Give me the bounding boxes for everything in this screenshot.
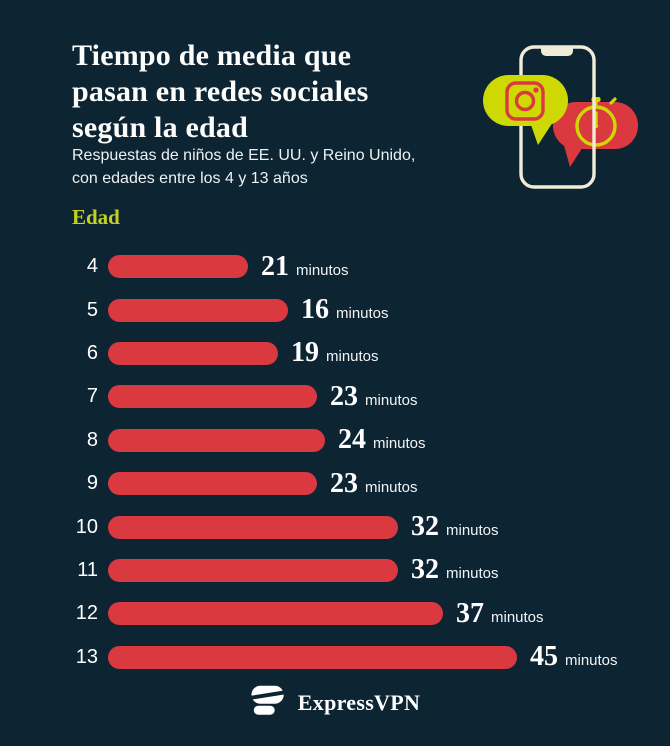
age-label: 6 — [86, 341, 98, 364]
bar — [108, 428, 325, 452]
axis-label-edad: Edad — [72, 205, 120, 229]
value-unit: minutos — [373, 435, 426, 453]
subtitle: Respuestas de niños de EE. UU. y Reino U… — [72, 144, 415, 190]
value-group: 16 minutos — [301, 294, 389, 326]
value-number: 37 — [456, 597, 484, 629]
value-group: 24 minutos — [338, 424, 426, 456]
bar — [108, 472, 317, 496]
title-line-3: según la edad — [72, 111, 248, 144]
footer: ExpressVPN — [0, 682, 670, 723]
value-number: 45 — [530, 641, 558, 673]
bar-row: 6 19 minutos — [0, 332, 670, 375]
value-group: 19 minutos — [291, 337, 379, 369]
bar — [108, 341, 278, 365]
age-label: 4 — [86, 255, 98, 278]
value-number: 23 — [330, 467, 358, 499]
value-unit: minutos — [446, 522, 499, 540]
bar-row: 12 37 minutos — [0, 592, 670, 635]
bar — [108, 602, 443, 626]
title-line-2: pasan en redes sociales — [72, 75, 369, 108]
bar-row: 8 24 minutos — [0, 419, 670, 462]
bar — [108, 558, 398, 582]
value-number: 32 — [411, 554, 439, 586]
value-group: 21 minutos — [261, 251, 349, 283]
age-label: 11 — [77, 558, 98, 581]
subtitle-line-1: Respuestas de niños de EE. UU. y Reino U… — [72, 147, 416, 164]
bar-chart: 4 21 minutos 5 16 minutos 6 19 minutos 7… — [0, 245, 670, 679]
value-unit: minutos — [365, 391, 418, 409]
value-unit: minutos — [326, 348, 379, 366]
value-group: 23 minutos — [330, 468, 418, 500]
phone-illustration-svg — [483, 45, 638, 189]
value-number: 19 — [291, 337, 319, 369]
age-label: 13 — [75, 645, 98, 668]
value-unit: minutos — [365, 478, 418, 496]
page-title: Tiempo de media que pasan en redes socia… — [72, 38, 369, 146]
value-group: 32 minutos — [411, 554, 499, 586]
value-number: 21 — [261, 250, 289, 282]
value-unit: minutos — [491, 608, 544, 626]
value-group: 45 minutos — [530, 641, 618, 673]
bar — [108, 645, 517, 669]
bar-rows: 4 21 minutos 5 16 minutos 6 19 minutos 7… — [0, 245, 670, 679]
subtitle-line-2: con edades entre los 4 y 13 años — [72, 170, 308, 187]
bar — [108, 515, 398, 539]
value-number: 32 — [411, 511, 439, 543]
age-label: 8 — [86, 428, 98, 451]
value-unit: minutos — [296, 261, 349, 279]
bar-row: 10 32 minutos — [0, 505, 670, 548]
age-label: 12 — [75, 602, 98, 625]
bar — [108, 298, 288, 322]
value-unit: minutos — [336, 305, 389, 323]
phone-illustration — [480, 36, 650, 203]
age-label: 9 — [86, 472, 98, 495]
age-label: 5 — [86, 298, 98, 321]
bar-row: 7 23 minutos — [0, 375, 670, 418]
expressvpn-logo-icon — [246, 682, 291, 723]
age-label: 10 — [75, 515, 98, 538]
brand-wordmark: ExpressVPN — [297, 689, 421, 715]
speech-bubble-green — [483, 75, 568, 145]
bar — [108, 255, 248, 279]
bar-row: 11 32 minutos — [0, 549, 670, 592]
value-group: 32 minutos — [411, 511, 499, 543]
bar-row: 9 23 minutos — [0, 462, 670, 505]
value-number: 23 — [330, 380, 358, 412]
instagram-icon — [505, 81, 545, 121]
title-line-1: Tiempo de media que — [72, 39, 352, 72]
bar-row: 5 16 minutos — [0, 288, 670, 331]
value-number: 24 — [338, 424, 366, 456]
value-unit: minutos — [565, 652, 618, 670]
age-label: 7 — [86, 385, 98, 408]
value-group: 37 minutos — [456, 598, 544, 630]
value-unit: minutos — [446, 565, 499, 583]
bar-row: 13 45 minutos — [0, 636, 670, 679]
bar-row: 4 21 minutos — [0, 245, 670, 288]
value-group: 23 minutos — [330, 381, 418, 413]
value-number: 16 — [301, 294, 329, 326]
bar — [108, 385, 317, 409]
